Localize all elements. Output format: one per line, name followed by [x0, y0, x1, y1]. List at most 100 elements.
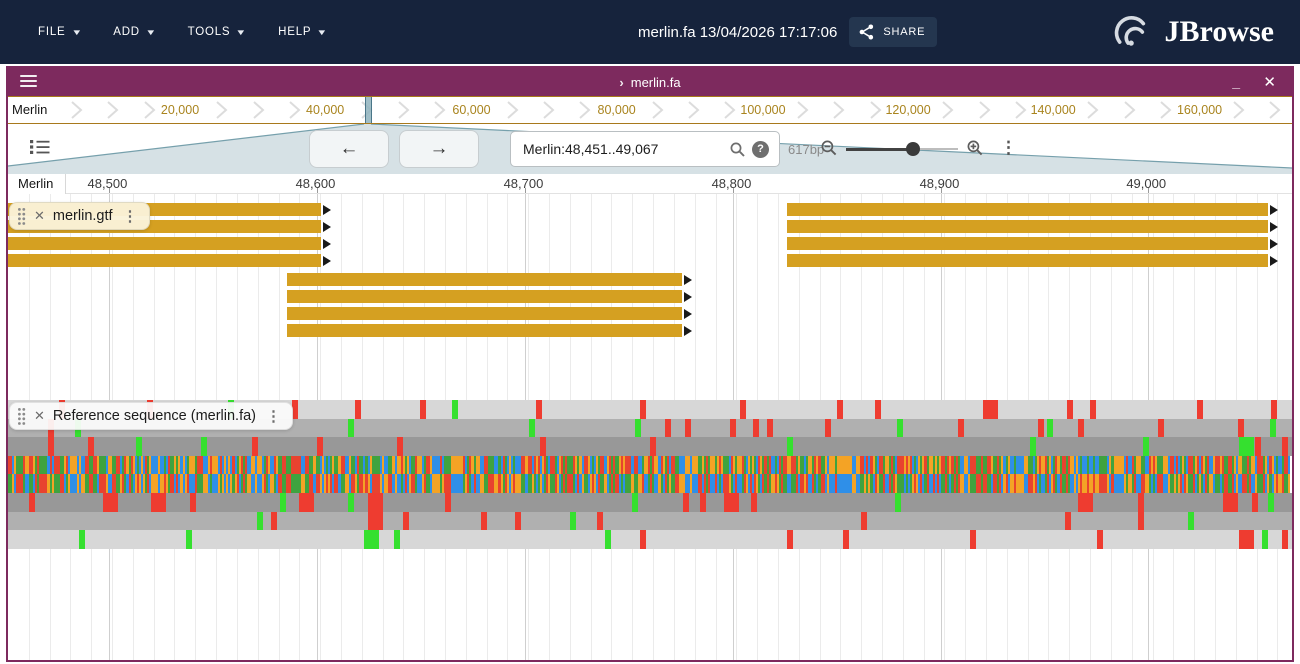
share-icon	[859, 24, 874, 40]
start-codon-mark	[186, 530, 192, 549]
drag-handle-icon[interactable]	[17, 207, 26, 226]
arrow-right-icon: →	[430, 138, 449, 160]
ruler-coordinate-label: 48,600	[296, 176, 336, 191]
gene-feature[interactable]	[287, 307, 682, 320]
track-menu-kebab-icon[interactable]: ⋮	[121, 207, 140, 225]
strand-arrow-icon	[323, 205, 331, 215]
track-selector-button[interactable]	[30, 139, 50, 160]
stop-codon-mark	[540, 437, 546, 456]
start-codon-mark	[348, 419, 354, 438]
strand-arrow-icon	[684, 326, 692, 336]
menu-bar: FILE ▼ ADD ▼ TOOLS ▼ HELP ▼	[28, 0, 337, 64]
zoom-slider-thumb[interactable]	[906, 142, 920, 156]
minimize-button[interactable]: _	[1232, 68, 1240, 96]
view-window: › merlin.fa _ ✕ Merlin 20,00040,00060,00…	[6, 66, 1294, 662]
stop-codon-mark	[730, 419, 736, 438]
stop-codon-mark	[1252, 493, 1258, 512]
ruler-tick-mark	[109, 188, 110, 193]
start-codon-mark	[1188, 512, 1194, 531]
stop-codon-mark	[1197, 400, 1203, 419]
stop-codon-mark	[403, 512, 409, 531]
overview-coordinate-label: 140,000	[1031, 103, 1076, 117]
ruler-refname: Merlin	[8, 174, 66, 194]
chevron-right-icon	[651, 100, 665, 120]
ruler-tick-mark	[525, 188, 526, 193]
stop-codon-mark	[29, 493, 35, 512]
search-input[interactable]	[511, 141, 729, 157]
stop-codon-mark	[515, 512, 521, 531]
menu-file[interactable]: FILE ▼	[28, 18, 91, 46]
overview-position-marker[interactable]	[365, 97, 372, 123]
track-menu-kebab-icon[interactable]: ⋮	[264, 407, 283, 425]
stop-codon-mark	[640, 530, 646, 549]
strand-arrow-icon	[1270, 222, 1278, 232]
menu-tools[interactable]: TOOLS ▼	[178, 18, 257, 46]
menu-help[interactable]: HELP ▼	[268, 18, 337, 46]
stop-codon-mark	[958, 419, 964, 438]
stop-codon-mark	[368, 512, 383, 531]
start-codon-mark	[201, 437, 207, 456]
overview-scalebar[interactable]: Merlin 20,00040,00060,00080,000100,00012…	[8, 96, 1292, 124]
chevron-right-icon	[542, 100, 556, 120]
stop-codon-mark	[1038, 419, 1044, 438]
gene-feature[interactable]	[787, 254, 1267, 267]
zoom-in-icon	[966, 139, 984, 157]
menu-add[interactable]: ADD ▼	[103, 18, 165, 46]
stop-codon-mark	[724, 493, 739, 512]
start-codon-mark	[787, 437, 793, 456]
view-titlebar: › merlin.fa _ ✕	[8, 68, 1292, 96]
ruler-tick-mark	[317, 188, 318, 193]
track-view-area: Merlin 48,50048,60048,70048,80048,90049,…	[8, 174, 1292, 660]
gene-feature[interactable]	[787, 203, 1267, 216]
gene-feature[interactable]	[8, 254, 321, 267]
gene-feature[interactable]	[8, 237, 321, 250]
gene-feature[interactable]	[287, 273, 682, 286]
detail-ruler[interactable]: Merlin 48,50048,60048,70048,80048,90049,…	[8, 174, 1292, 194]
start-codon-mark	[897, 419, 903, 438]
zoom-out-button[interactable]	[820, 139, 838, 162]
ruler-tick-mark	[1148, 188, 1149, 193]
zoom-slider[interactable]	[846, 140, 958, 158]
chevron-right-icon	[215, 100, 229, 120]
search-icon[interactable]	[729, 141, 746, 158]
location-search-box: ?	[510, 131, 780, 167]
track-label-merlin-gtf: ✕ merlin.gtf ⋮	[9, 202, 150, 230]
gene-feature[interactable]	[787, 220, 1267, 233]
pan-left-button[interactable]: ←	[309, 130, 389, 168]
start-codon-mark	[1239, 437, 1254, 456]
stop-codon-mark	[1158, 419, 1164, 438]
zoom-in-button[interactable]	[966, 139, 984, 162]
ruler-coordinate-label: 48,500	[88, 176, 128, 191]
stop-codon-mark	[445, 493, 451, 512]
overview-coordinate-label: 20,000	[161, 103, 199, 117]
stop-codon-mark	[1090, 400, 1096, 419]
menu-add-label: ADD	[113, 26, 140, 38]
stop-codon-mark	[685, 419, 691, 438]
gene-feature[interactable]	[287, 290, 682, 303]
drag-handle-icon[interactable]	[17, 407, 26, 426]
close-icon[interactable]: ✕	[1263, 68, 1276, 96]
close-track-icon[interactable]: ✕	[34, 408, 45, 424]
start-codon-mark	[1270, 419, 1276, 438]
strand-arrow-icon	[684, 309, 692, 319]
share-button[interactable]: SHARE	[849, 17, 937, 47]
stop-codon-mark	[787, 530, 793, 549]
chevron-right-icon	[578, 100, 592, 120]
strand-arrow-icon	[684, 292, 692, 302]
chevron-right-icon	[143, 100, 157, 120]
strand-arrow-icon	[323, 239, 331, 249]
close-track-icon[interactable]: ✕	[34, 208, 45, 224]
session-title: merlin.fa 13/04/2026 17:17:06	[638, 24, 837, 41]
view-menu-kebab-icon[interactable]: ⋮	[1000, 138, 1017, 158]
gene-feature[interactable]	[287, 324, 682, 337]
help-icon[interactable]: ?	[752, 141, 769, 158]
start-codon-mark	[348, 493, 354, 512]
chevron-right-icon	[1086, 100, 1100, 120]
stop-codon-mark	[1282, 530, 1288, 549]
pan-right-button[interactable]: →	[399, 130, 479, 168]
stop-codon-mark	[1097, 530, 1103, 549]
hamburger-menu-icon[interactable]	[20, 75, 37, 90]
strand-arrow-icon	[684, 275, 692, 285]
gene-feature[interactable]	[787, 237, 1267, 250]
stop-codon-mark	[700, 493, 706, 512]
